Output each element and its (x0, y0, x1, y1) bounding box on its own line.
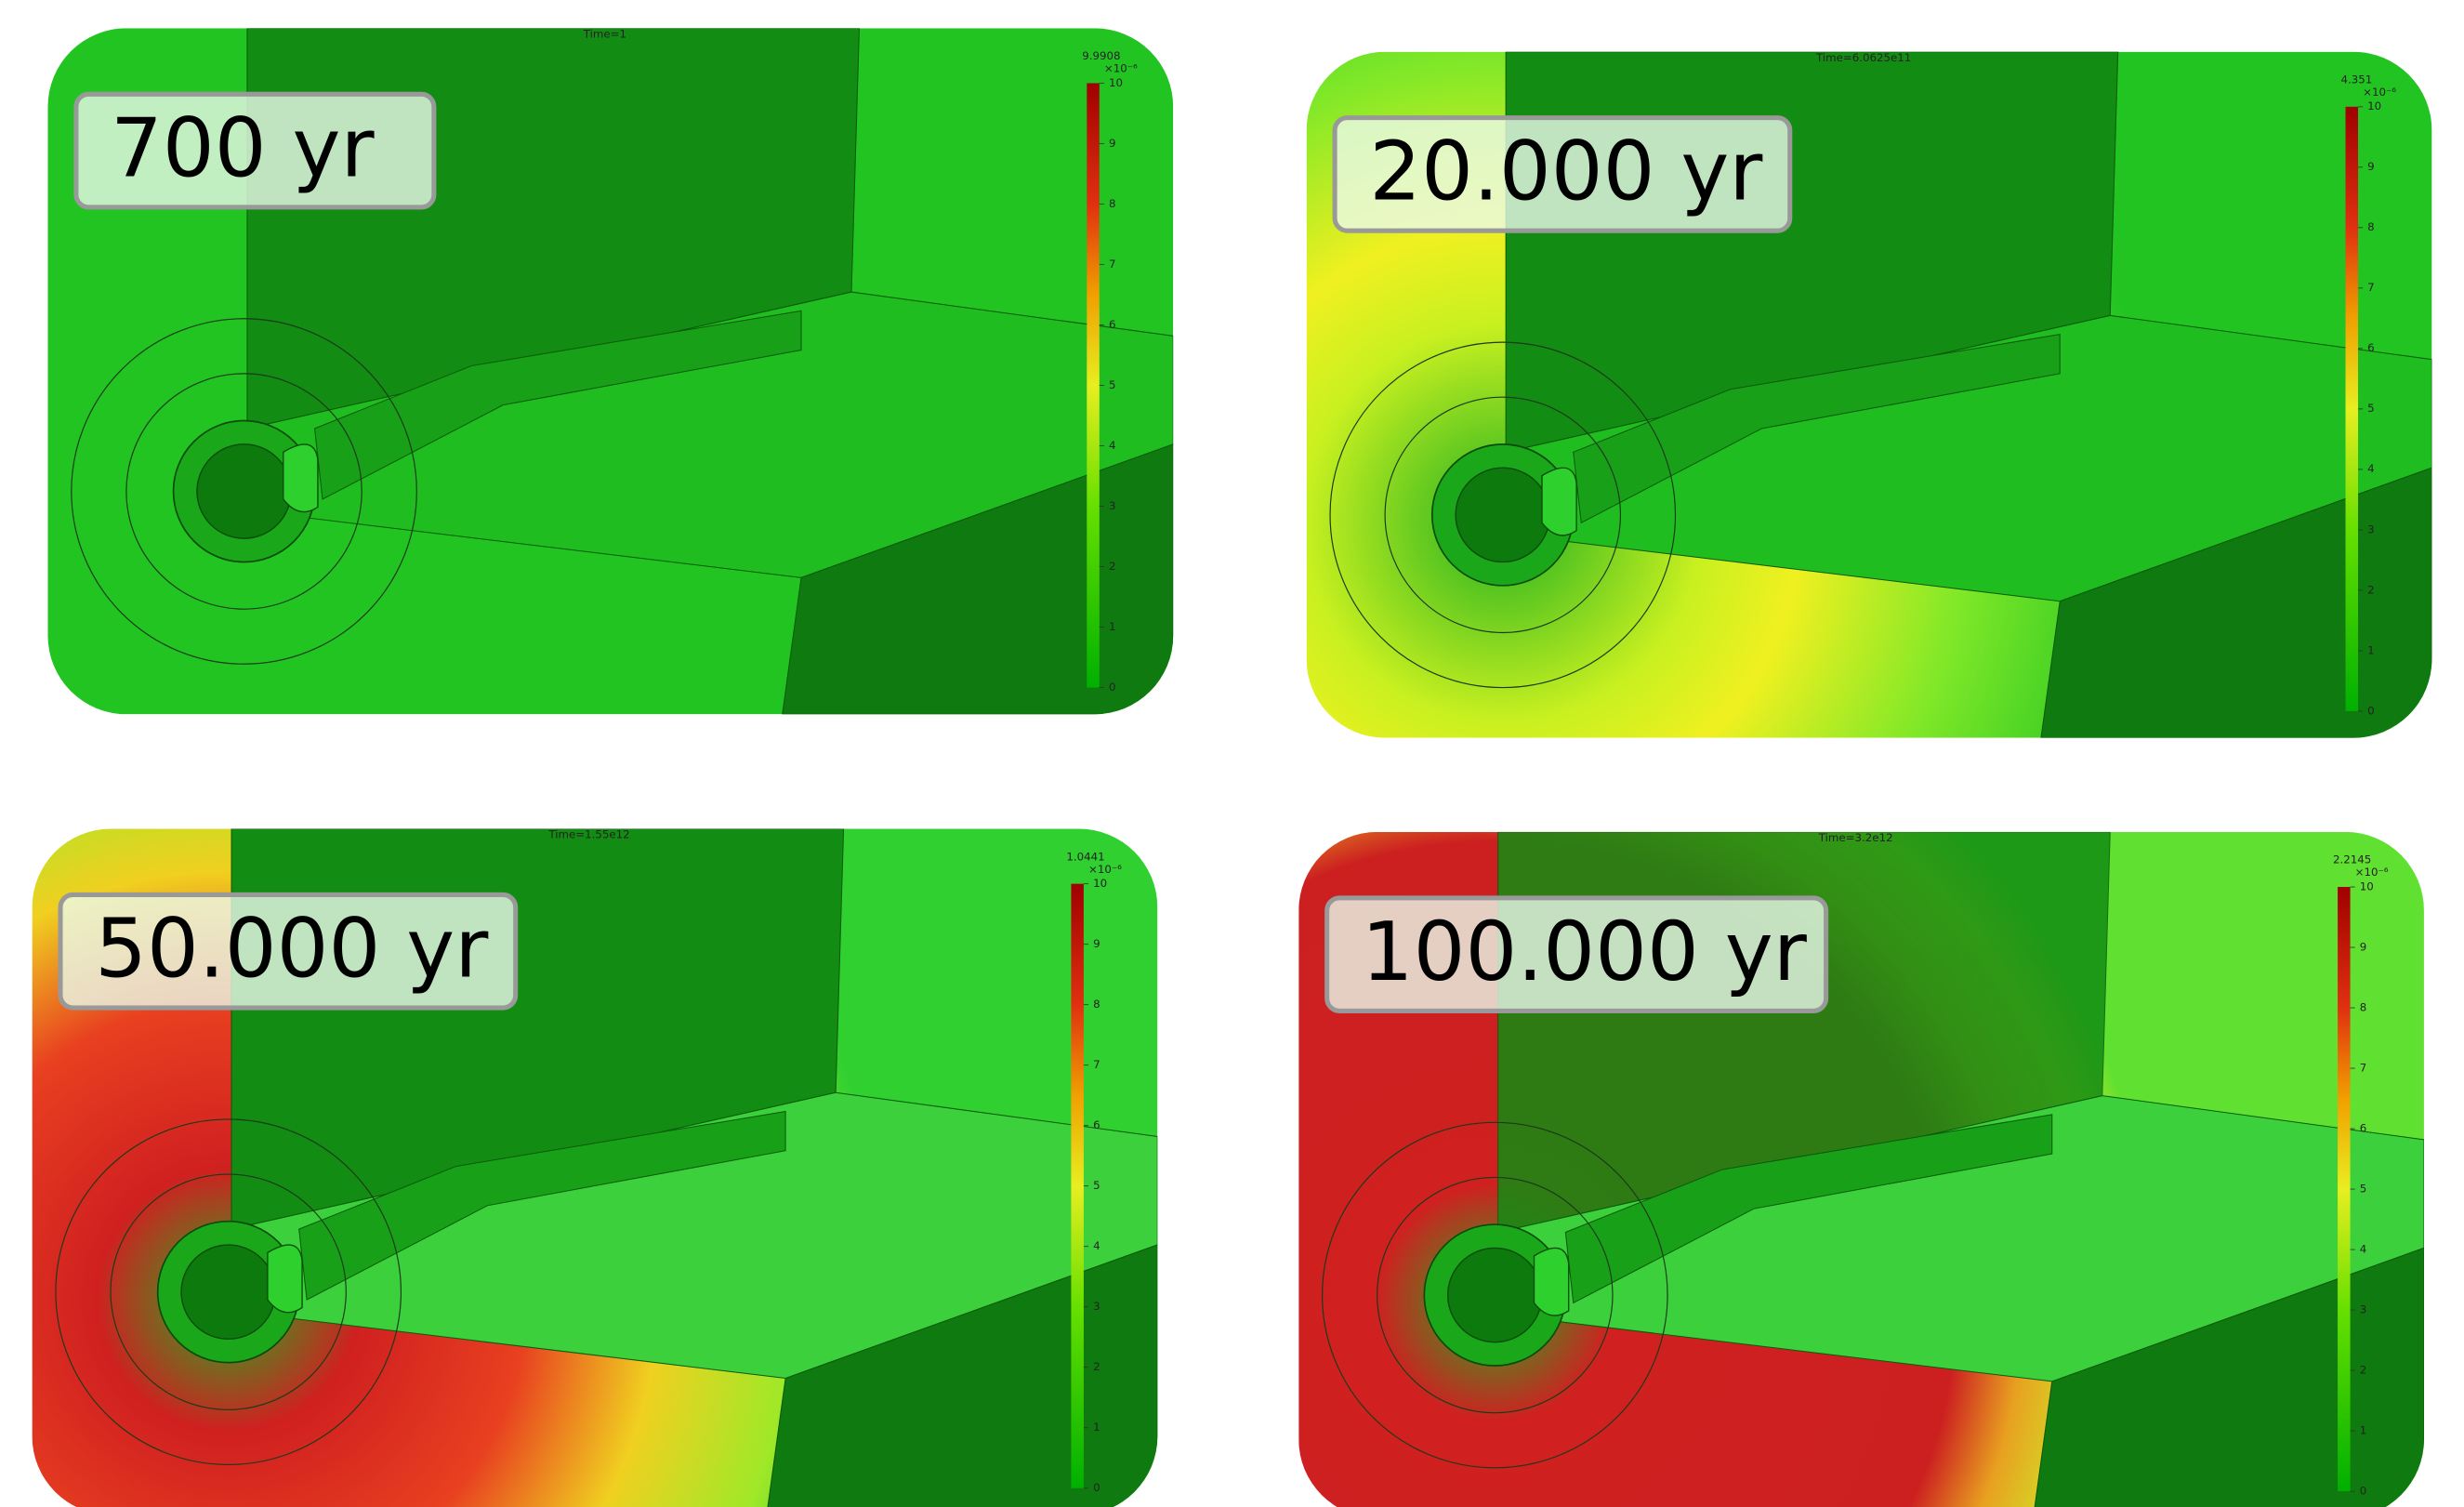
colorbar-tick-label: 9 (1109, 137, 1116, 150)
colorbar-unit: ×10⁻⁶ (1088, 863, 1122, 876)
colorbar-tick-label: 0 (2360, 1484, 2367, 1497)
colorbar-tick-label: 9 (2367, 160, 2375, 173)
colorbar-tick-label: 0 (1109, 681, 1116, 694)
colorbar-max: 2.2145 (2333, 853, 2371, 866)
colorbar-tick-label: 6 (1093, 1118, 1100, 1131)
colorbar (2346, 107, 2359, 711)
colorbar-unit: ×10⁻⁶ (2355, 866, 2389, 879)
colorbar (1071, 884, 1084, 1488)
colorbar-tick-label: 1 (1109, 620, 1116, 633)
colorbar-tick-label: 10 (2360, 879, 2374, 892)
bore (181, 1245, 275, 1339)
colorbar-tick-label: 7 (1109, 258, 1116, 271)
colorbar-max: 9.9908 (1082, 49, 1120, 62)
colorbar-max: 4.351 (2340, 73, 2372, 86)
time-label: 50.000 yr (95, 902, 489, 997)
figure: Time=1700 yr9.9908×10⁻⁶109876543210Time=… (0, 0, 2464, 1507)
colorbar-unit: ×10⁻⁶ (2363, 86, 2396, 99)
colorbar-tick-label: 4 (2360, 1242, 2367, 1255)
colorbar-tick-label: 2 (1109, 560, 1116, 573)
colorbar-tick-label: 1 (1093, 1421, 1100, 1434)
colorbar-tick-label: 6 (1109, 318, 1116, 331)
bore (1456, 468, 1549, 562)
plug (1535, 1248, 1569, 1315)
colorbar-tick-label: 3 (1109, 499, 1116, 512)
colorbar-max: 1.0441 (1066, 850, 1104, 863)
bore (1448, 1248, 1542, 1342)
colorbar-tick-label: 9 (2360, 940, 2367, 953)
colorbar-tick-label: 10 (2367, 99, 2381, 112)
colorbar-tick-label: 1 (2367, 643, 2375, 656)
colorbar-tick-label: 5 (1093, 1179, 1100, 1192)
time-label: 20.000 yr (1369, 125, 1763, 219)
colorbar-unit: ×10⁻⁶ (1104, 62, 1138, 75)
plug (268, 1245, 302, 1313)
time: Time=1.55e12 (547, 828, 629, 841)
colorbar-tick-label: 3 (1093, 1300, 1100, 1313)
plug (1542, 468, 1576, 535)
colorbar-tick-label: 8 (1093, 998, 1100, 1011)
colorbar-tick-label: 5 (1109, 378, 1116, 391)
colorbar (2338, 887, 2351, 1491)
colorbar-tick-label: 8 (2367, 220, 2375, 233)
colorbar-tick-label: 3 (2367, 522, 2375, 535)
colorbar-tick-label: 2 (1093, 1360, 1100, 1373)
colorbar-tick-label: 3 (2360, 1302, 2367, 1315)
colorbar-tick-label: 4 (1093, 1239, 1100, 1252)
colorbar (1087, 83, 1100, 687)
colorbar-tick-label: 8 (1109, 197, 1116, 210)
time: Time=1 (583, 28, 626, 41)
colorbar-tick-label: 0 (1093, 1481, 1100, 1494)
colorbar-tick-label: 5 (2360, 1182, 2367, 1195)
time: Time=6.0625e11 (1815, 51, 1911, 64)
colorbar-tick-label: 6 (2360, 1121, 2367, 1134)
colorbar-tick-label: 4 (1109, 439, 1116, 452)
colorbar-tick-label: 7 (2360, 1061, 2367, 1074)
colorbar-tick-label: 5 (2367, 402, 2375, 415)
colorbar-tick-label: 9 (1093, 937, 1100, 950)
time-label: 700 yr (111, 100, 375, 195)
colorbar-tick-label: 4 (2367, 462, 2375, 475)
colorbar-tick-label: 0 (2367, 704, 2375, 717)
colorbar-tick-label: 8 (2360, 1000, 2367, 1013)
colorbar-tick-label: 10 (1093, 877, 1107, 890)
colorbar-tick-label: 7 (1093, 1058, 1100, 1071)
colorbar-tick-label: 7 (2367, 281, 2375, 294)
colorbar-tick-label: 1 (2360, 1423, 2367, 1436)
time-label: 100.000 yr (1362, 905, 1808, 999)
bore (197, 444, 291, 538)
plug (283, 444, 318, 512)
colorbar-tick-label: 6 (2367, 341, 2375, 354)
time: Time=3.2e12 (1818, 831, 1893, 844)
colorbar-tick-label: 10 (1109, 76, 1123, 89)
colorbar-tick-label: 2 (2367, 583, 2375, 596)
colorbar-tick-label: 2 (2360, 1363, 2367, 1376)
